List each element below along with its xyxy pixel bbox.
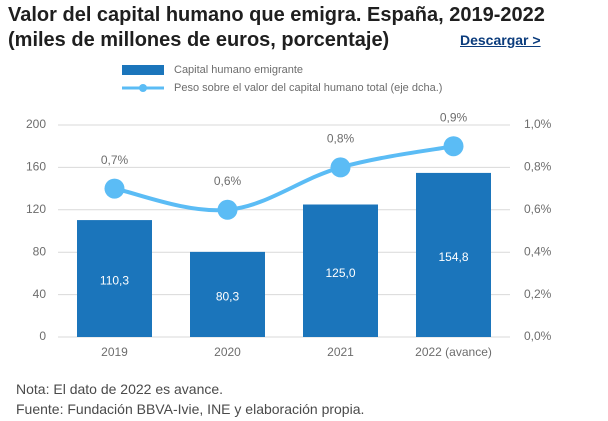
y-left-tick-label: 120 [26, 202, 46, 216]
line-value-label: 0,8% [327, 132, 355, 146]
series-line [112, 144, 456, 213]
line-value-label: 0,6% [214, 174, 242, 188]
line-value-label: 0,7% [101, 153, 129, 167]
notes: Nota: El dato de 2022 es avance. Fuente:… [16, 379, 364, 419]
line-point [104, 178, 125, 199]
note-text: Nota: El dato de 2022 es avance. [16, 381, 224, 397]
bar [303, 204, 378, 337]
x-tick-label: 2020 [214, 345, 241, 359]
y-left-tick-label: 80 [33, 244, 47, 258]
chart-title-line-1: Valor del capital humano que emigra. Esp… [8, 4, 545, 26]
y-right-tick-label: 0,8% [524, 160, 552, 174]
line-value-label: 0,9% [440, 110, 468, 124]
y-left-tick-label: 200 [26, 117, 46, 131]
y-right-tick-label: 0,2% [524, 287, 552, 301]
bar-value-label: 154,8 [438, 250, 468, 264]
bar-value-label: 125,0 [325, 266, 355, 280]
y-right-tick-label: 0,0% [524, 329, 552, 343]
line-point [330, 157, 351, 178]
line-point [443, 136, 464, 157]
bar-value-label: 80,3 [216, 290, 240, 304]
combo-chart: 0 40 80 120 160 200 0,0% 0,2% 0,4% 0,6% 0,8% 1,0% 11… [26, 64, 552, 359]
x-tick-label: 2021 [327, 345, 354, 359]
line-point [217, 199, 238, 220]
source-text: Fuente: Fundación BBVA-Ivie, INE y elabo… [16, 401, 365, 417]
legend-bar-label: Capital humano emigrante [174, 64, 303, 76]
y-left-tick-label: 160 [26, 160, 46, 174]
legend-line-label: Peso sobre el valor del capital humano t… [174, 82, 442, 94]
bar [77, 220, 152, 337]
y-right-tick-label: 0,4% [524, 244, 552, 258]
x-tick-label: 2022 (avance) [415, 345, 492, 359]
legend-bar-swatch [122, 65, 164, 75]
y-right-tick-label: 0,6% [524, 202, 552, 216]
bar [190, 251, 265, 337]
bar [416, 172, 491, 337]
download-link[interactable]: Descargar > [460, 32, 541, 48]
chart-title: Valor del capital humano que emigra. Esp… [8, 3, 568, 53]
y-left-tick-label: 0 [39, 329, 46, 343]
bar-value-label: 110,3 [100, 274, 129, 288]
legend-line-marker [139, 84, 147, 92]
x-tick-label: 2019 [101, 345, 128, 359]
y-left-tick-label: 40 [33, 287, 47, 301]
y-right-tick-label: 1,0% [524, 117, 552, 131]
chart-title-line-2: (miles de millones de euros, porcentaje) [8, 29, 390, 51]
